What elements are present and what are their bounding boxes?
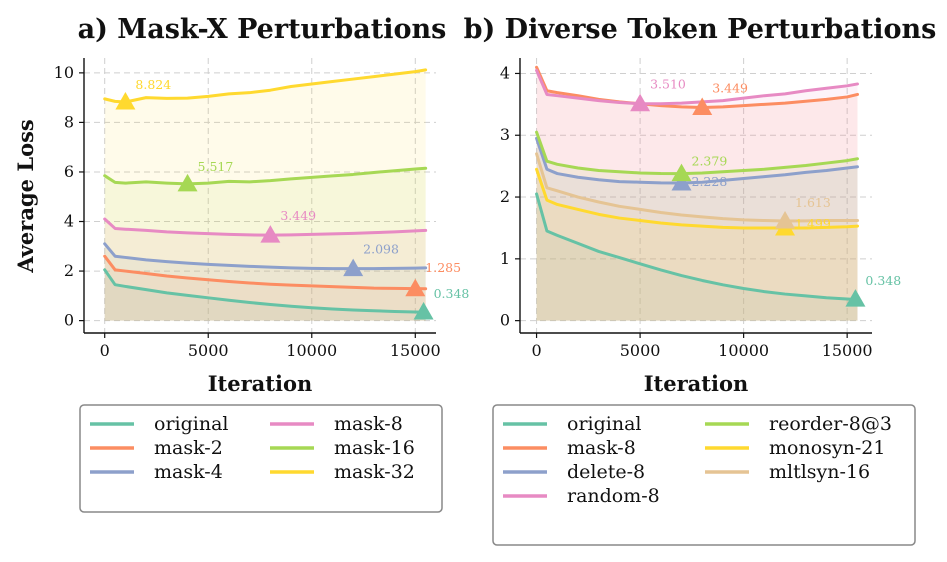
y-tick-label: 1 xyxy=(500,249,510,268)
legend-label-mltlsyn-16: mltlsyn-16 xyxy=(769,461,870,483)
x-tick-label: 15000 xyxy=(822,341,873,360)
panel-a-plot-area: 0.348 1.285 2.098 3.449 5.517 8.824 0 5000 10000… xyxy=(54,58,470,360)
annotation-original: 0.348 xyxy=(434,286,470,301)
series-line-mask-2 xyxy=(103,254,428,291)
series-line-reorder-8@3 xyxy=(535,130,860,176)
panel-a-x-axis-label: Iteration xyxy=(208,371,313,396)
series-line-mask-16 xyxy=(103,166,428,186)
marker-mask-32 xyxy=(115,92,136,110)
y-tick-label: 0 xyxy=(500,311,510,330)
y-tick-label: 2 xyxy=(500,187,510,206)
annotation-mask-2: 1.285 xyxy=(425,260,461,275)
x-tick-label: 5000 xyxy=(620,341,661,360)
legend-label-delete-8: delete-8 xyxy=(567,461,645,483)
x-tick-label: 15000 xyxy=(390,341,441,360)
legend-label-mask-2: mask-2 xyxy=(154,437,223,459)
x-tick-label: 0 xyxy=(531,341,541,360)
series-line-mltlsyn-16 xyxy=(535,152,860,223)
legend-label-random-8: random-8 xyxy=(567,485,660,507)
marker-reorder-8@3 xyxy=(671,163,692,182)
legend-label-mask-4: mask-4 xyxy=(154,461,223,483)
marker-mask-8 xyxy=(692,97,713,115)
annotation-mask-16: 5.517 xyxy=(198,159,234,174)
x-tick-label: 10000 xyxy=(718,341,769,360)
area-mltlsyn-16 xyxy=(536,153,858,321)
area-mask-2 xyxy=(104,256,426,321)
annotation-mask-8: 3.449 xyxy=(712,81,748,96)
marker-mask-2 xyxy=(405,278,426,297)
series-line-original xyxy=(535,192,860,302)
series-line-random-8 xyxy=(535,68,860,106)
annotation-mask-32: 8.824 xyxy=(135,77,171,92)
area-original xyxy=(104,269,426,321)
marker-mltlsyn-16 xyxy=(775,210,796,229)
y-tick-label: 3 xyxy=(500,125,510,144)
marker-mask-8 xyxy=(260,225,281,243)
panel-a-title: a) Mask-X Perturbations xyxy=(78,14,447,45)
series-line-monosyn-21 xyxy=(535,167,860,230)
annotation-mask-4: 2.098 xyxy=(363,242,399,257)
y-tick-label: 10 xyxy=(54,63,74,82)
panel-a-y-axis-label: Average Loss xyxy=(13,119,38,273)
annotation-delete-8: 2.228 xyxy=(692,174,728,189)
legend-label-mask-16: mask-16 xyxy=(334,437,415,459)
legend-label-mask-8: mask-8 xyxy=(567,437,636,459)
series-line-mask-8 xyxy=(103,217,428,237)
annotation-original: 0.348 xyxy=(865,273,901,288)
panel-a: a) Mask-X Perturbations Average Loss Ite… xyxy=(13,14,470,513)
annotation-mask-8: 3.449 xyxy=(280,208,316,223)
series-line-mask-8 xyxy=(535,65,860,109)
marker-original xyxy=(413,301,434,320)
area-mask-16 xyxy=(104,168,426,321)
y-tick-label: 4 xyxy=(64,212,74,231)
legend-label-original: original xyxy=(154,413,228,435)
x-tick-label: 5000 xyxy=(188,341,229,360)
marker-random-8 xyxy=(630,93,651,112)
legend-label-monosyn-21: monosyn-21 xyxy=(769,437,885,459)
area-monosyn-21 xyxy=(536,169,858,321)
series-line-mask-32 xyxy=(103,68,428,104)
marker-mask-16 xyxy=(177,173,198,192)
legend-label-reorder-8@3: reorder-8@3 xyxy=(769,413,892,435)
annotation-monosyn-21: 1.499 xyxy=(795,216,831,231)
x-tick-label: 0 xyxy=(100,341,110,360)
legend-label-mask-32: mask-32 xyxy=(334,461,415,483)
annotation-random-8: 3.510 xyxy=(650,77,686,92)
panel-b-plot-area: 0.348 3.449 2.228 3.510 2.379 1.499 1.613 0 5000… xyxy=(500,58,901,360)
legend-frame xyxy=(492,404,916,546)
marker-mask-4 xyxy=(343,258,364,277)
series-line-original xyxy=(103,268,428,314)
panel-b-x-axis-label: Iteration xyxy=(644,371,749,396)
x-tick-label: 10000 xyxy=(286,341,337,360)
marker-original xyxy=(845,289,866,307)
y-tick-label: 2 xyxy=(64,261,74,280)
annotation-reorder-8@3: 2.379 xyxy=(692,154,728,169)
panel-b: b) Diverse Token Perturbations Iteration… xyxy=(464,14,937,546)
area-mask-32 xyxy=(104,69,426,321)
legend-label-original: original xyxy=(567,413,641,435)
y-tick-label: 0 xyxy=(64,311,74,330)
legend-frame xyxy=(79,404,443,513)
legend-label-mask-8: mask-8 xyxy=(334,413,403,435)
y-tick-label: 8 xyxy=(64,112,74,131)
marker-delete-8 xyxy=(671,172,692,191)
series-line-delete-8 xyxy=(535,136,860,185)
series-line-mask-4 xyxy=(103,242,428,271)
area-original xyxy=(536,193,858,321)
y-tick-label: 6 xyxy=(64,162,74,181)
area-delete-8 xyxy=(536,138,858,321)
panel-b-title: b) Diverse Token Perturbations xyxy=(464,14,937,45)
y-tick-label: 4 xyxy=(500,63,510,82)
annotation-mltlsyn-16: 1.613 xyxy=(795,195,831,210)
